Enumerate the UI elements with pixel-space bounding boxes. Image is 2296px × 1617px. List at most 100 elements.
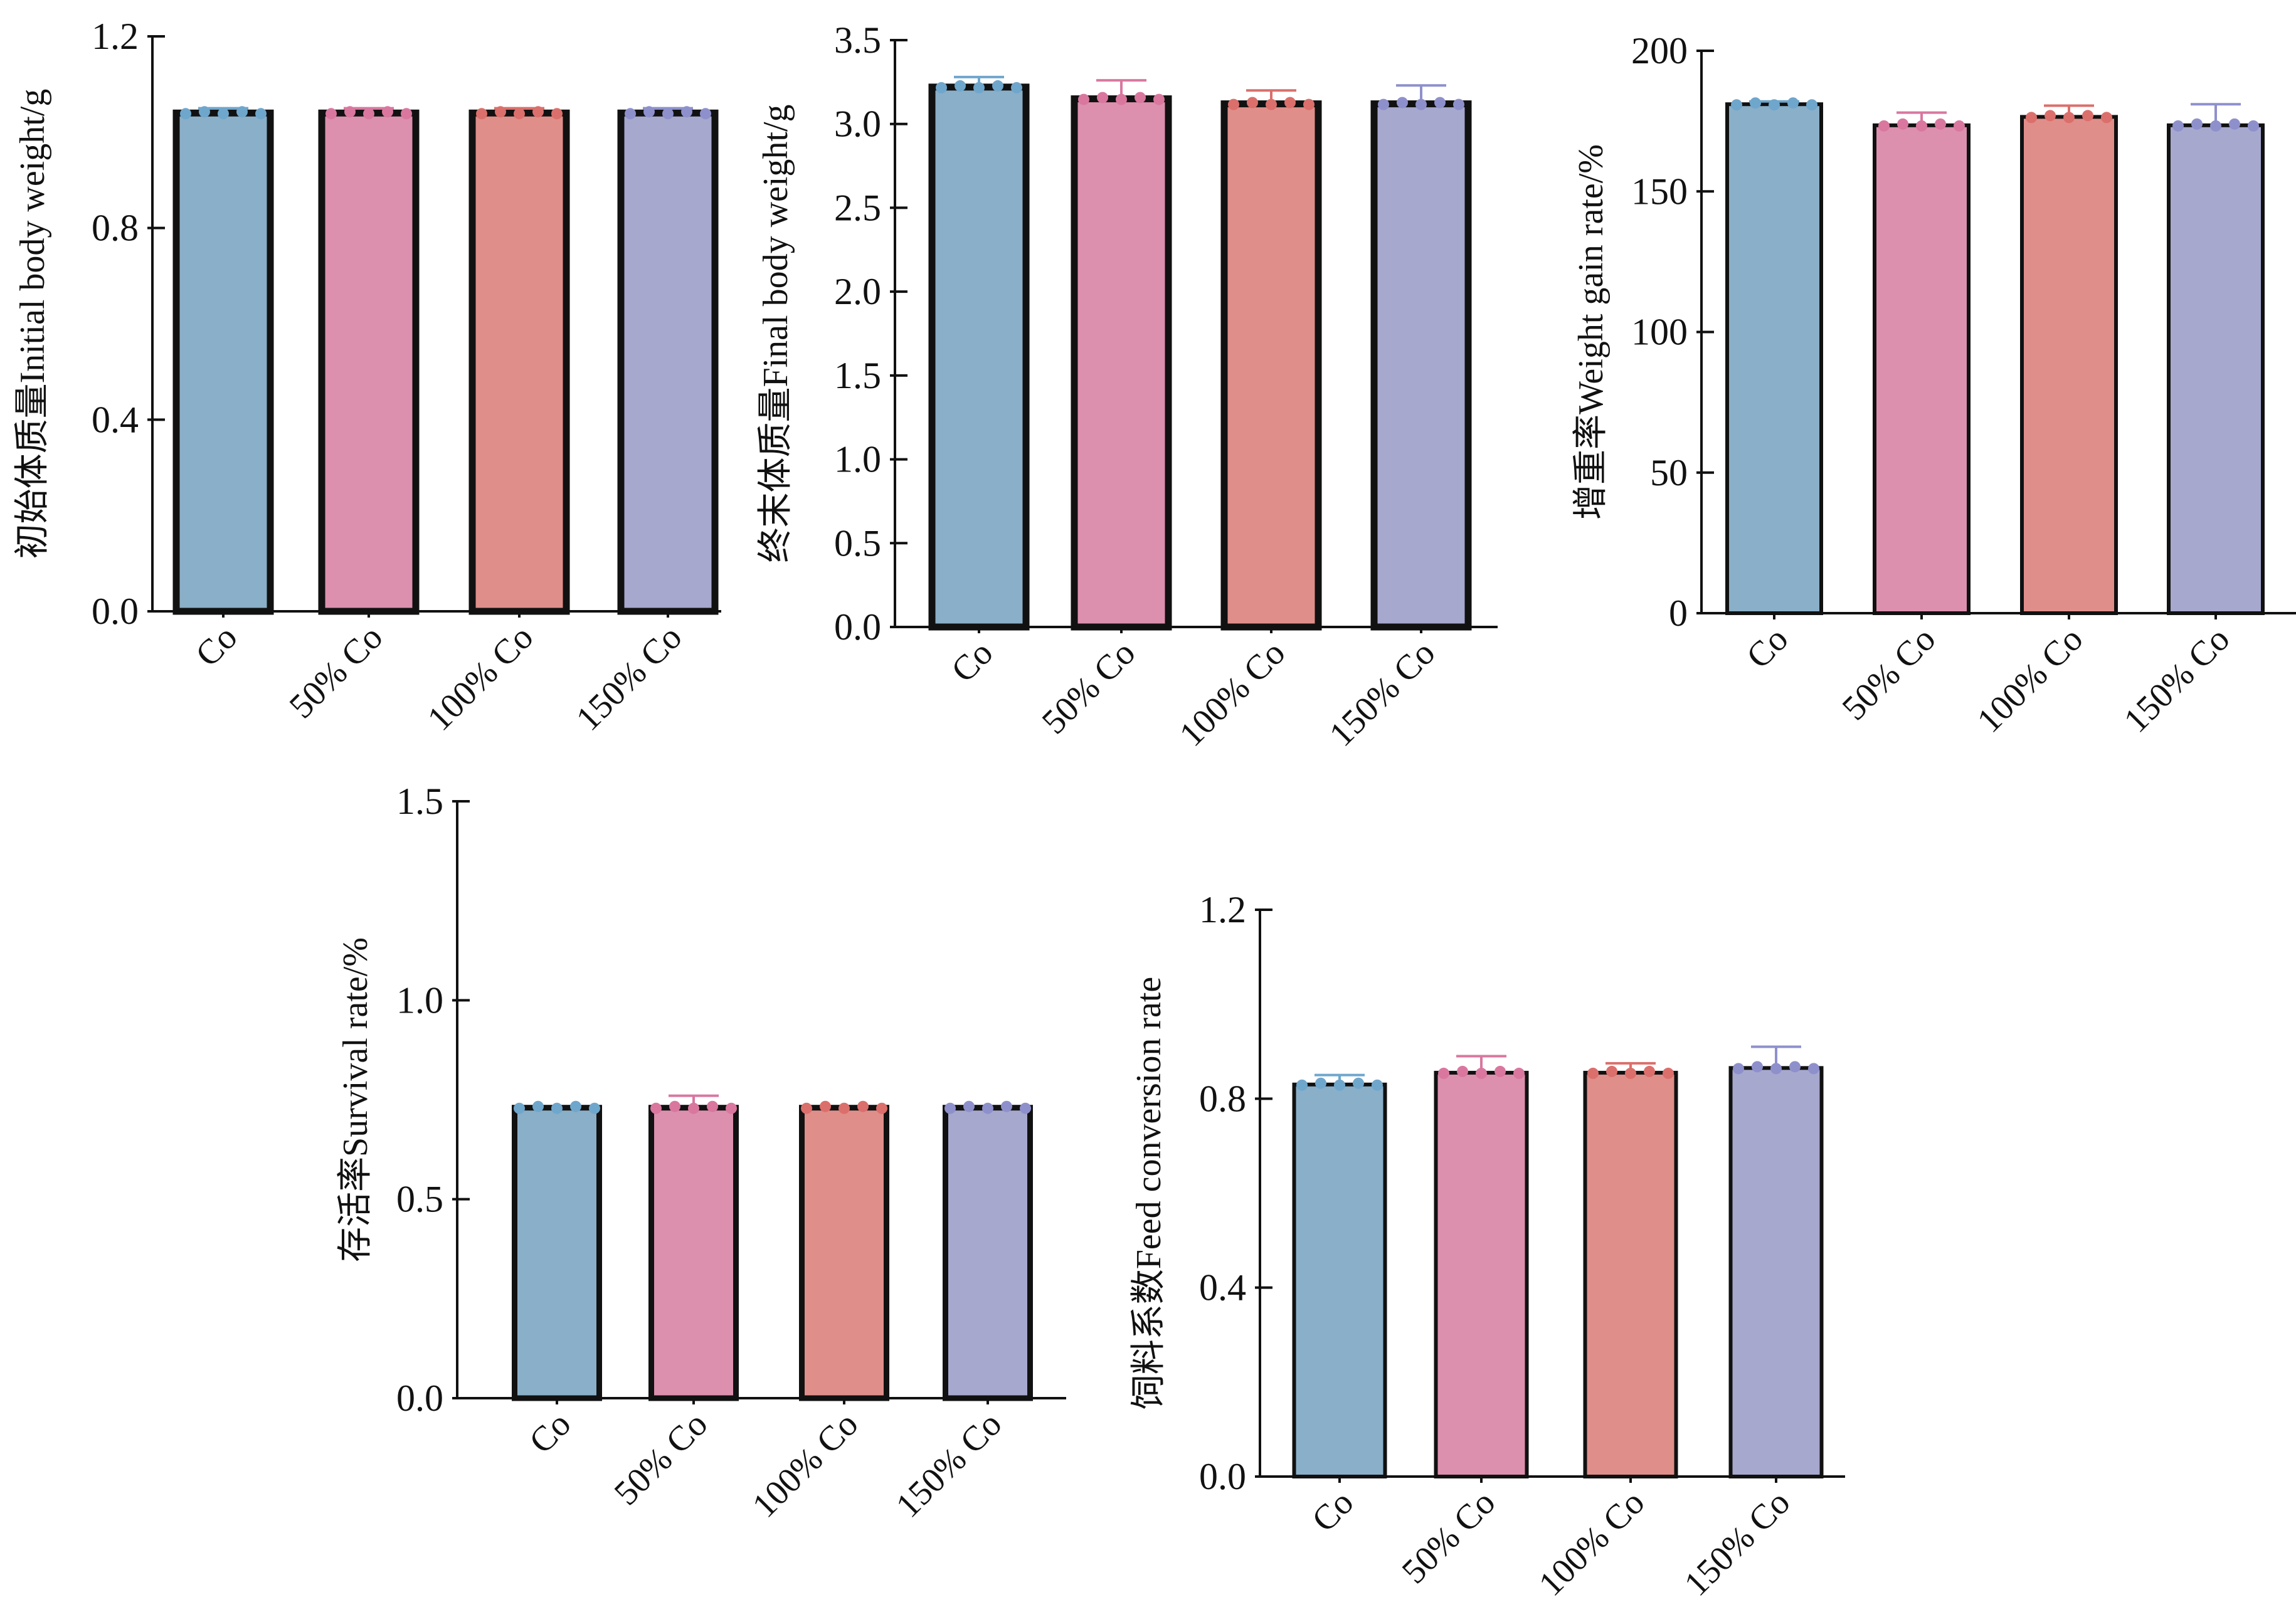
data-point [801,1102,812,1114]
y-tick-label: 0.4 [92,399,139,440]
data-point [218,108,229,120]
x-tick-label: 150% Co [889,1404,1009,1525]
x-tick-label: Co [1304,1483,1361,1539]
y-tick-label: 200 [1631,30,1688,71]
y-tick-label: 1.0 [834,439,881,480]
y-tick-label: 0 [1669,593,1688,634]
bar [1873,123,1971,616]
data-point [944,1102,956,1114]
x-tick-label: Co [188,618,245,674]
chart-2: 0.0 0.5 1.0 1.5 2.0 2.5 3.0 3.5 Co 50% Co 100% Co 1… [756,19,1498,754]
data-point [1378,98,1389,110]
x-tick-label: 150% Co [1677,1483,1797,1603]
data-point [2082,110,2093,122]
data-point [532,106,544,118]
data-point [876,1102,887,1114]
data-point [726,1102,737,1114]
chart-3: 0 50 100 150 200 Co 50% Co 100% Co 150% Co 增重率Wei… [1572,30,2296,740]
data-point [1787,97,1799,109]
data-point [1334,1079,1345,1091]
data-point [1808,1063,1819,1075]
data-point [1644,1065,1655,1077]
bar [1071,95,1172,631]
y-tick-label: 3.5 [834,19,881,61]
chart-4: 0.0 0.5 1.0 1.5 Co 50% Co 100% Co 150% Co 存活率Sur… [336,781,1066,1525]
x-tick-label: Co [944,633,1000,690]
x-tick-label: 50% Co [1835,619,1944,728]
bar [2020,115,2118,615]
data-point [1001,1100,1012,1112]
data-point [1296,1079,1308,1091]
x-tick-label: 50% Co [1395,1483,1503,1591]
bar [1583,1070,1678,1478]
x-tick-label: 50% Co [607,1404,716,1513]
data-point [1116,93,1127,105]
y-tick-label: 1.5 [396,781,443,822]
data-point [1434,97,1446,108]
data-point [662,108,674,120]
bar [468,109,570,615]
data-point [344,106,356,118]
data-point [1153,93,1165,105]
data-point [1606,1065,1617,1077]
y-tick-label: 1.0 [396,979,443,1021]
data-point [1513,1067,1525,1079]
data-point [570,1100,581,1112]
data-point [1372,1079,1383,1091]
bar [799,1105,889,1401]
data-point [2191,118,2203,130]
data-point [1476,1067,1487,1079]
data-point [495,106,506,118]
y-tick-label: 1.2 [1199,889,1246,930]
data-point [1078,93,1089,105]
bar [648,1105,739,1401]
data-point [1020,1102,1031,1114]
x-tick-label: 100% Co [745,1404,865,1525]
data-point [1897,118,1908,130]
bar [1725,102,1823,615]
y-tick-label: 100 [1631,312,1688,353]
x-tick-label: 100% Co [1970,619,2090,740]
x-tick-label: 50% Co [282,618,391,726]
bar [617,109,719,615]
data-point [700,108,711,120]
x-tick-label: Co [522,1404,578,1461]
data-point [1438,1067,1449,1079]
data-point [382,106,393,118]
data-point [2229,118,2240,130]
data-point [1731,99,1742,111]
y-axis-label: 存活率Survival rate/% [336,937,375,1262]
data-point [363,108,374,120]
y-tick-label: 0.0 [834,606,881,648]
y-axis-label: 增重率Weight gain rate/% [1572,144,1611,520]
data-point [551,1102,563,1114]
data-point [1769,99,1780,111]
y-tick-label: 50 [1650,452,1688,493]
data-point [1789,1061,1801,1073]
data-point [1587,1067,1599,1079]
y-tick-label: 0.5 [834,522,881,564]
data-point [2248,120,2259,132]
x-tick-label: 50% Co [1035,633,1143,742]
x-tick-label: 150% Co [569,618,689,738]
data-point [936,82,947,93]
bar [1434,1070,1529,1478]
data-point [589,1102,600,1114]
data-point [1806,99,1817,111]
bar [172,109,274,615]
bar [1728,1066,1824,1479]
bar [943,1105,1033,1401]
data-point [2063,112,2075,124]
data-point [1916,120,1927,132]
data-point [514,108,525,120]
y-tick-label: 2.0 [834,271,881,312]
data-point [820,1100,831,1112]
data-point [1135,92,1146,103]
y-tick-label: 0.8 [92,208,139,249]
bar [928,83,1030,631]
y-tick-label: 0.5 [396,1179,443,1220]
y-tick-label: 0.0 [1199,1456,1246,1497]
data-point [532,1100,544,1112]
data-point [180,108,191,120]
